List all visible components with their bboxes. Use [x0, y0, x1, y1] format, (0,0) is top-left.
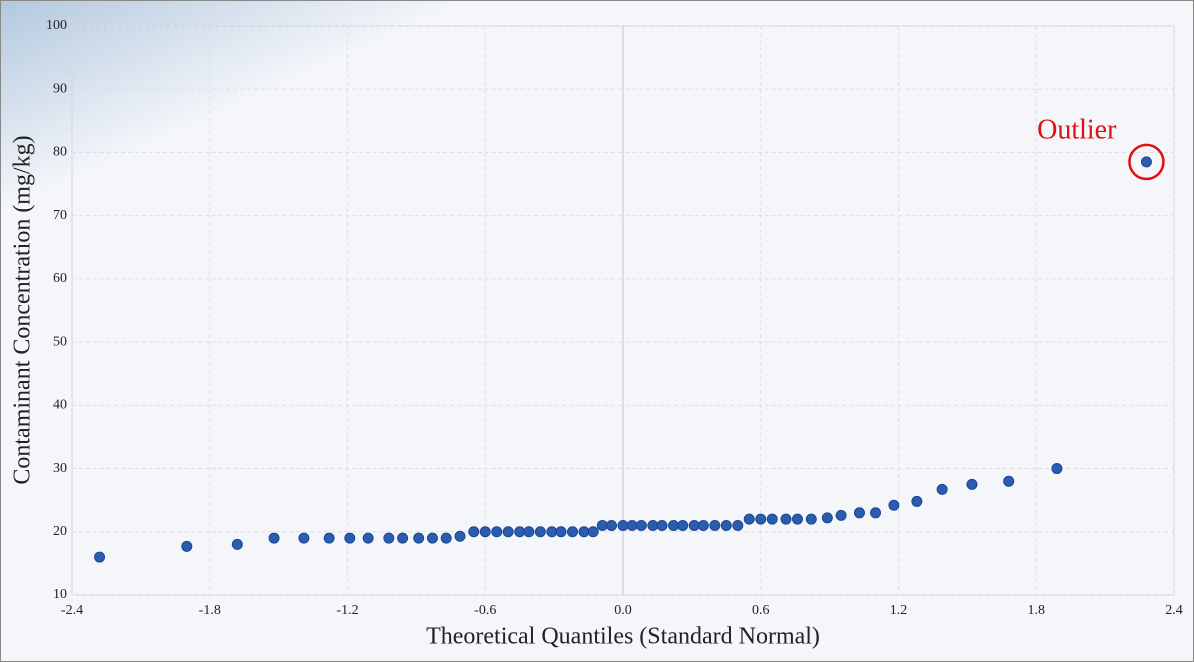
x-tick-label: -1.2: [336, 603, 358, 618]
point: [720, 519, 732, 531]
point: [491, 526, 503, 538]
point: [298, 532, 310, 544]
y-tick-label: 50: [53, 334, 67, 349]
point: [606, 519, 618, 531]
point: [805, 513, 817, 525]
point: [546, 526, 558, 538]
point: [697, 519, 709, 531]
point: [1051, 463, 1063, 475]
y-tick-label: 10: [53, 587, 67, 602]
point: [668, 519, 680, 531]
y-tick-label: 100: [46, 18, 67, 33]
point: [626, 519, 638, 531]
y-tick-label: 20: [53, 524, 67, 539]
point: [523, 526, 535, 538]
point: [323, 532, 335, 544]
point: [647, 519, 659, 531]
point: [566, 526, 578, 538]
point: [791, 513, 803, 525]
y-axis-label: Contaminant Concentration (mg/kg): [10, 135, 36, 484]
point: [383, 532, 395, 544]
point: [344, 532, 356, 544]
point: [468, 526, 480, 538]
point: [656, 519, 668, 531]
point: [936, 483, 948, 495]
x-tick-label: 0.6: [752, 603, 770, 618]
point: [888, 499, 900, 511]
point: [1003, 475, 1015, 487]
point: [1140, 156, 1152, 168]
y-tick-label: 80: [53, 145, 67, 160]
point: [397, 532, 409, 544]
x-tick-label: -0.6: [474, 603, 496, 618]
point: [555, 526, 567, 538]
point: [688, 519, 700, 531]
y-tick-label: 60: [53, 271, 67, 286]
point: [454, 530, 466, 542]
point: [578, 526, 590, 538]
x-tick-label: 1.2: [890, 603, 908, 618]
y-tick-label: 70: [53, 208, 67, 223]
x-tick-label: 2.4: [1165, 603, 1183, 618]
point: [596, 519, 608, 531]
y-tick-label: 30: [53, 461, 67, 476]
point: [268, 532, 280, 544]
point: [635, 519, 647, 531]
point: [587, 526, 599, 538]
outlier-ring: [1128, 143, 1165, 181]
point: [479, 526, 491, 538]
point: [413, 532, 425, 544]
point: [94, 551, 106, 563]
point: [502, 526, 514, 538]
x-tick-label: -1.8: [199, 603, 221, 618]
point: [231, 538, 243, 550]
point: [732, 519, 744, 531]
point: [870, 507, 882, 519]
point: [743, 513, 755, 525]
point: [821, 512, 833, 524]
point: [911, 495, 923, 507]
point: [835, 509, 847, 521]
point: [780, 513, 792, 525]
point: [677, 519, 689, 531]
point: [766, 513, 778, 525]
point: [966, 478, 978, 490]
point: [709, 519, 721, 531]
y-tick-label: 90: [53, 81, 67, 96]
x-axis-label: Theoretical Quantiles (Standard Normal): [426, 624, 820, 650]
point: [617, 519, 629, 531]
annotation: Outlier: [1037, 114, 1117, 145]
point: [534, 526, 546, 538]
point: [853, 507, 865, 519]
point: [426, 532, 438, 544]
point: [514, 526, 526, 538]
point: [181, 540, 193, 552]
x-tick-label: 0.0: [614, 603, 632, 618]
point: [362, 532, 374, 544]
point: [755, 513, 767, 525]
x-tick-label: -2.4: [61, 603, 83, 618]
y-tick-label: 40: [53, 398, 67, 413]
x-tick-label: 1.8: [1028, 603, 1046, 618]
point: [440, 532, 452, 544]
